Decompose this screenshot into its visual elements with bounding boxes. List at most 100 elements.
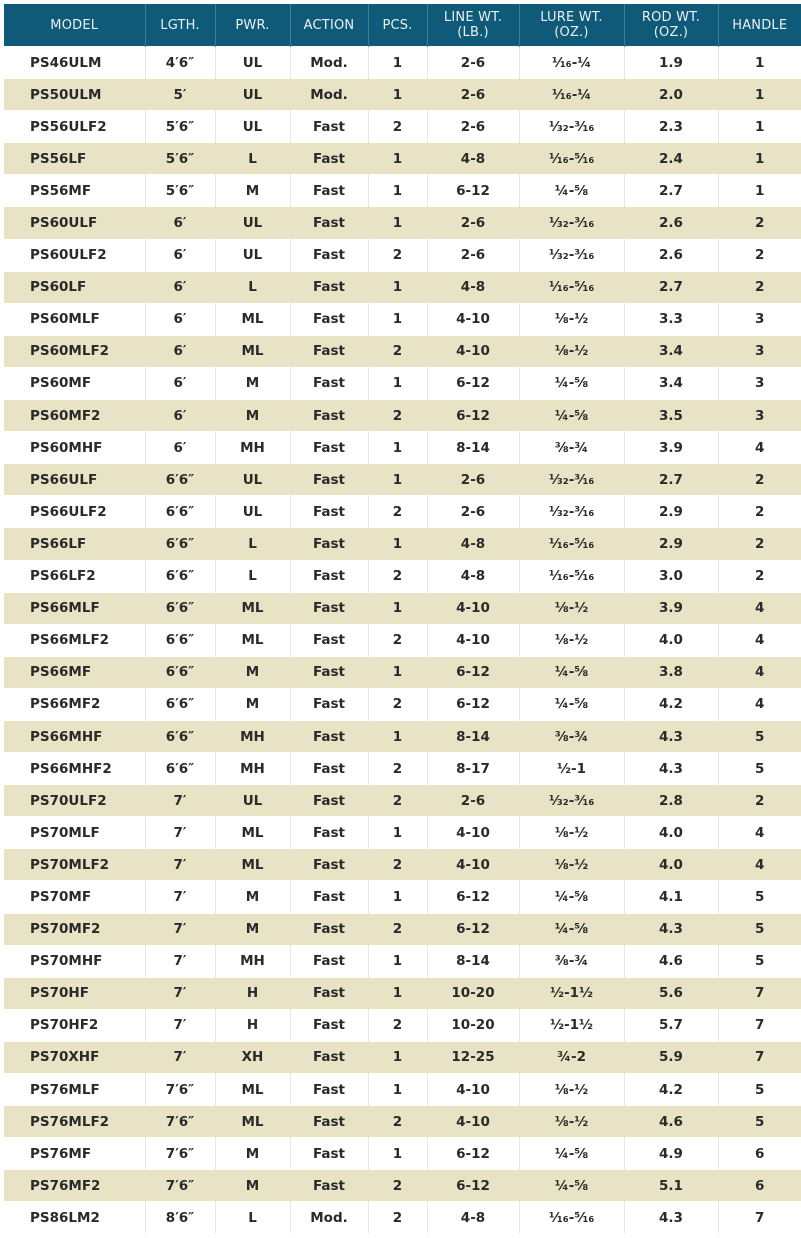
cell-length: 7′6″ (144, 1169, 215, 1202)
table-row: PS86LM2 8′6″ L Mod. 2 4-8 ¹⁄₁₆-⁵⁄₁₆ 4.3 7 (4, 1201, 801, 1234)
cell-handle: 2 (717, 463, 801, 496)
cell-lure-weight: ¹⁄₁₆-¼ (518, 78, 624, 111)
cell-pieces: 1 (367, 944, 427, 978)
cell-length: 6′6″ (144, 623, 215, 657)
cell-pieces: 1 (367, 45, 427, 79)
cell-action: Fast (289, 591, 368, 625)
cell-lure-weight: ½-1½ (518, 976, 624, 1010)
cell-pieces: 2 (367, 559, 427, 593)
cell-lure-weight: ¼-⅝ (518, 655, 624, 689)
cell-length: 5′6″ (144, 142, 215, 175)
cell-power: ML (214, 1105, 290, 1138)
cell-rod-weight: 4.3 (623, 1201, 718, 1234)
cell-length: 6′6″ (144, 591, 215, 625)
cell-rod-weight: 2.9 (623, 527, 718, 560)
cell-lure-weight: ¹⁄₁₆-⁵⁄₁₆ (518, 559, 624, 593)
cell-model: PS60MHF (4, 431, 145, 464)
cell-line-weight: 4-10 (426, 1072, 519, 1106)
cell-handle: 2 (717, 206, 801, 240)
cell-line-weight: 4-8 (426, 270, 519, 304)
column-header-pieces: PCS. (367, 4, 427, 47)
cell-power: UL (214, 78, 290, 111)
cell-pieces: 2 (367, 1008, 427, 1042)
cell-lure-weight: ⅜-¾ (518, 431, 624, 464)
cell-handle: 5 (717, 719, 801, 753)
cell-line-weight: 2-6 (426, 45, 519, 79)
cell-length: 6′ (144, 206, 215, 240)
cell-power: L (214, 527, 290, 560)
cell-line-weight: 2-6 (426, 110, 519, 143)
cell-pieces: 1 (367, 1137, 427, 1170)
cell-power: ML (214, 591, 290, 625)
cell-length: 6′ (144, 270, 215, 304)
cell-handle: 4 (717, 816, 801, 849)
cell-length: 6′6″ (144, 463, 215, 496)
cell-action: Fast (289, 1008, 368, 1042)
cell-pieces: 1 (367, 719, 427, 753)
cell-handle: 5 (717, 752, 801, 785)
cell-model: PS66MLF2 (4, 623, 145, 657)
table-row: PS56ULF2 5′6″ UL Fast 2 2-6 ¹⁄₃₂-³⁄₁₆ 2.3 1 (4, 110, 801, 143)
cell-power: UL (214, 206, 290, 240)
cell-lure-weight: ½-1½ (518, 1008, 624, 1042)
cell-handle: 1 (717, 45, 801, 79)
cell-lure-weight: ¹⁄₃₂-³⁄₁₆ (518, 238, 624, 272)
cell-length: 6′ (144, 431, 215, 464)
cell-lure-weight: ⅛-½ (518, 1105, 624, 1138)
cell-model: PS66MF (4, 655, 145, 689)
cell-pieces: 2 (367, 623, 427, 657)
cell-power: XH (214, 1040, 290, 1074)
cell-lure-weight: ⅛-½ (518, 334, 624, 368)
cell-model: PS60MLF (4, 302, 145, 336)
cell-lure-weight: ¼-⅝ (518, 687, 624, 721)
table-row: PS66LF 6′6″ L Fast 1 4-8 ¹⁄₁₆-⁵⁄₁₆ 2.9 2 (4, 527, 801, 560)
cell-length: 6′ (144, 399, 215, 432)
cell-line-weight: 2-6 (426, 206, 519, 240)
cell-length: 7′6″ (144, 1072, 215, 1106)
table-row: PS76MLF2 7′6″ ML Fast 2 4-10 ⅛-½ 4.6 5 (4, 1105, 801, 1138)
cell-rod-weight: 4.0 (623, 848, 718, 881)
cell-model: PS70HF (4, 976, 145, 1010)
cell-length: 8′6″ (144, 1201, 215, 1234)
cell-action: Mod. (289, 78, 368, 111)
cell-power: L (214, 1201, 290, 1234)
cell-model: PS76MLF (4, 1072, 145, 1106)
cell-rod-weight: 5.1 (623, 1169, 718, 1202)
cell-model: PS60MLF2 (4, 334, 145, 368)
cell-power: ML (214, 302, 290, 336)
cell-lure-weight: ¼-⅝ (518, 399, 624, 432)
table-row: PS70MLF 7′ ML Fast 1 4-10 ⅛-½ 4.0 4 (4, 816, 801, 849)
cell-line-weight: 6-12 (426, 687, 519, 721)
cell-action: Fast (289, 238, 368, 272)
cell-rod-weight: 3.4 (623, 334, 718, 368)
cell-handle: 6 (717, 1169, 801, 1202)
cell-length: 7′ (144, 784, 215, 817)
cell-pieces: 2 (367, 110, 427, 143)
cell-power: ML (214, 848, 290, 881)
cell-model: PS66MF2 (4, 687, 145, 721)
cell-power: ML (214, 623, 290, 657)
table-row: PS60LF 6′ L Fast 1 4-8 ¹⁄₁₆-⁵⁄₁₆ 2.7 2 (4, 270, 801, 304)
cell-line-weight: 4-10 (426, 302, 519, 336)
cell-power: MH (214, 719, 290, 753)
cell-rod-weight: 4.3 (623, 752, 718, 785)
cell-line-weight: 4-10 (426, 816, 519, 849)
cell-model: PS60ULF (4, 206, 145, 240)
cell-power: UL (214, 784, 290, 817)
cell-line-weight: 10-20 (426, 1008, 519, 1042)
cell-length: 6′6″ (144, 527, 215, 560)
table-header: MODEL LGTH. PWR. ACTION PCS. LINE WT. (LB.) LU… (4, 4, 801, 47)
cell-model: PS70MF (4, 880, 145, 914)
cell-length: 7′ (144, 944, 215, 978)
cell-power: MH (214, 944, 290, 978)
cell-handle: 3 (717, 399, 801, 432)
column-header-action: ACTION (289, 4, 368, 47)
cell-rod-weight: 4.0 (623, 816, 718, 849)
column-header-handle: HANDLE (717, 4, 801, 47)
cell-power: M (214, 880, 290, 914)
table-row: PS56LF 5′6″ L Fast 1 4-8 ¹⁄₁₆-⁵⁄₁₆ 2.4 1 (4, 142, 801, 175)
cell-line-weight: 8-17 (426, 752, 519, 785)
cell-handle: 4 (717, 655, 801, 689)
cell-power: M (214, 655, 290, 689)
cell-model: PS66LF (4, 527, 145, 560)
